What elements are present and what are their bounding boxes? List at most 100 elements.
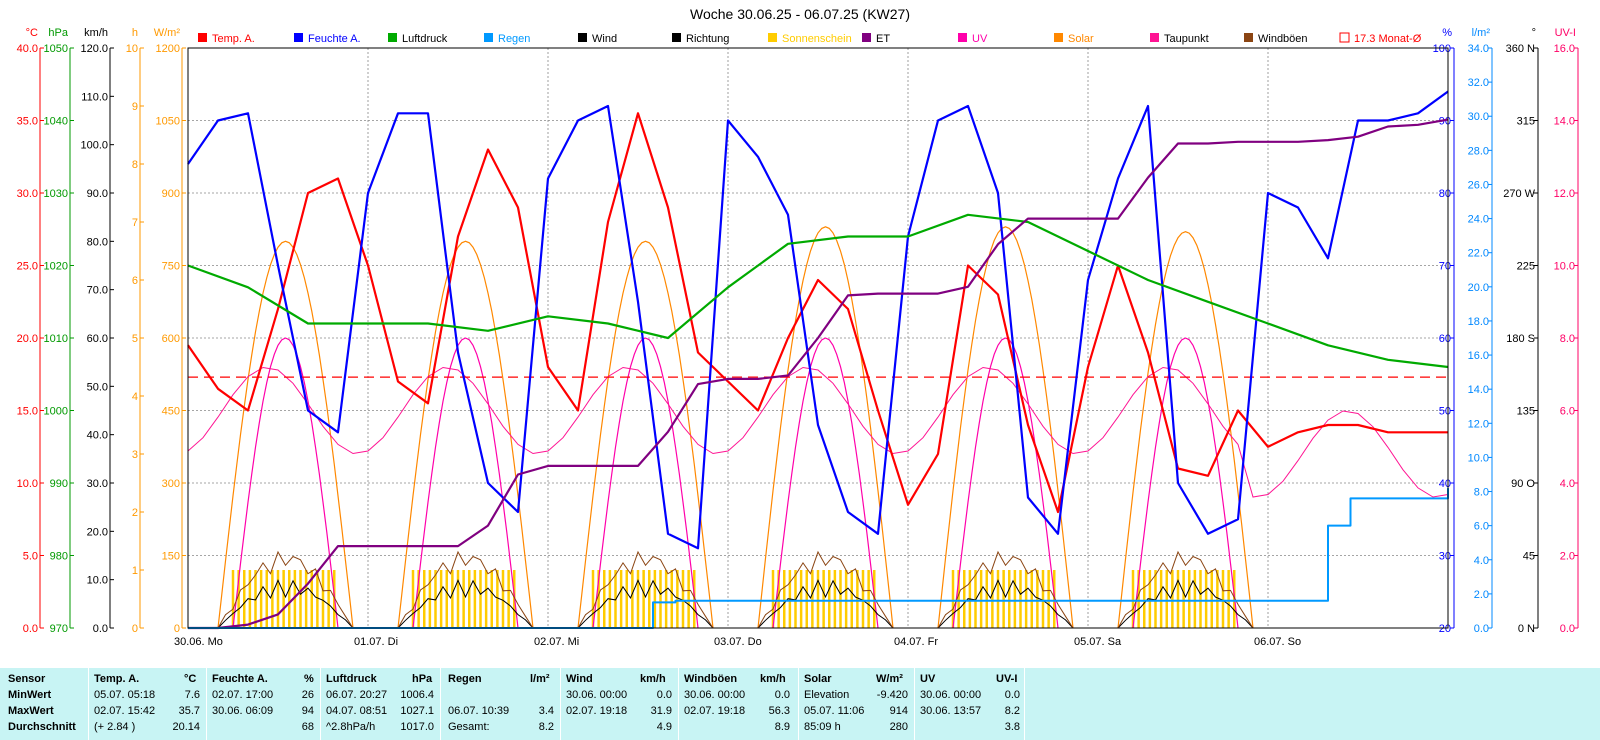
rain-total-label: Gesamt:: [448, 721, 490, 733]
right-tick-label-1-15: 4.0: [1474, 555, 1489, 567]
legend-swatch-9: [1054, 33, 1063, 42]
gust-min: 0.0: [774, 689, 790, 701]
uv-max: 8.2: [1004, 705, 1020, 717]
gust-header: Windböen: [684, 673, 738, 685]
uv-curve-0: [232, 337, 339, 629]
hum-min-ts: 02.07. 17:00: [212, 689, 274, 701]
uv-curve-4: [952, 337, 1059, 629]
right-tick-label-3-3: 10.0: [1554, 261, 1575, 273]
press-min-ts: 06.07. 20:27: [326, 689, 388, 701]
right-tick-label-1-16: 2.0: [1474, 589, 1489, 601]
hum-avg: 68: [301, 721, 314, 733]
legend-label-4: Wind: [592, 33, 617, 45]
right-tick-label-2-0: 360 N: [1506, 43, 1535, 55]
left-tick-label-3-3: 7: [132, 217, 138, 229]
right-tick-label-3-4: 8.0: [1560, 333, 1575, 345]
solar-curve-4: [937, 226, 1074, 629]
left-tick-label-2-6: 60.0: [87, 333, 108, 345]
left-tick-label-4-8: 0: [174, 623, 180, 635]
legend-label-12: 17.3 Monat-Ø: [1354, 33, 1422, 45]
legend-swatch-0: [198, 33, 207, 42]
wind-curve-2: [577, 579, 714, 629]
legend-label-8: UV: [972, 33, 988, 45]
legend-label-6: Sonnenschein: [782, 33, 852, 45]
row-label-max: MaxWert: [8, 705, 54, 717]
legend-swatch-8: [958, 33, 967, 42]
legend-swatch-11: [1244, 33, 1253, 42]
right-tick-label-1-10: 14.0: [1468, 384, 1489, 396]
right-tick-label-3-6: 4.0: [1560, 478, 1575, 490]
row-label-min: MinWert: [8, 689, 52, 701]
right-tick-label-3-2: 12.0: [1554, 188, 1575, 200]
left-tick-label-1-4: 1010: [44, 333, 68, 345]
left-tick-label-1-1: 1040: [44, 116, 68, 128]
x-day-label-5: 05.07. Sa: [1074, 636, 1122, 648]
right-tick-label-1-1: 32.0: [1468, 77, 1489, 89]
left-tick-label-1-3: 1020: [44, 261, 68, 273]
press-max-ts: 04.07. 08:51: [326, 705, 388, 717]
legend-label-3: Regen: [498, 33, 530, 45]
right-tick-label-1-3: 28.0: [1468, 145, 1489, 157]
wind-curve-0: [217, 579, 354, 629]
legend-label-0: Temp. A.: [212, 33, 255, 45]
decorative-traces: [187, 226, 1449, 629]
left-tick-label-3-10: 0: [132, 623, 138, 635]
wind-min-ts: 30.06. 00:00: [566, 689, 628, 701]
wind-curve-5: [1117, 579, 1254, 629]
left-tick-label-1-5: 1000: [44, 406, 68, 418]
left-tick-label-4-6: 300: [162, 478, 180, 490]
right-tick-label-0-6: 40: [1439, 478, 1451, 490]
right-tick-label-3-1: 14.0: [1554, 116, 1575, 128]
right-tick-label-1-5: 24.0: [1468, 214, 1489, 226]
left-tick-label-3-7: 3: [132, 449, 138, 461]
left-tick-label-2-11: 10.0: [87, 575, 108, 587]
gust-curve-2: [577, 550, 714, 629]
uv-max-ts: 30.06. 13:57: [920, 705, 982, 717]
right-tick-label-2-2: 270 W: [1503, 188, 1535, 200]
legend-label-1: Feuchte A.: [308, 33, 361, 45]
left-tick-label-1-6: 990: [50, 478, 68, 490]
right-tick-label-1-6: 22.0: [1468, 248, 1489, 260]
left-axis-unit-4: W/m²: [154, 27, 181, 39]
solar-min: -9.420: [876, 689, 908, 701]
dewpoint-curve: [187, 366, 1449, 498]
legend-swatch-3: [484, 33, 493, 42]
temp-max-ts: 02.07. 15:42: [94, 705, 156, 717]
solar-avg-ts: 85:09 h: [804, 721, 841, 733]
gust-unit: km/h: [760, 673, 786, 685]
left-tick-label-0-3: 25.0: [17, 261, 38, 273]
gust-min-ts: 30.06. 00:00: [684, 689, 746, 701]
legend-swatch-5: [672, 33, 681, 42]
right-tick-label-2-3: 225: [1517, 261, 1535, 273]
left-tick-label-2-12: 0.0: [93, 623, 108, 635]
left-tick-label-2-0: 120.0: [80, 43, 108, 55]
legend-label-9: Solar: [1068, 33, 1094, 45]
temp-header: Temp. A.: [94, 673, 140, 685]
series-line-temp-a-: [187, 112, 1448, 514]
right-axis-unit-1: l/m²: [1472, 27, 1491, 39]
right-axes: %1009080706050403020l/m²34.032.030.028.0…: [1433, 27, 1579, 635]
series-line-luftdruck: [187, 213, 1449, 369]
press-max: 1027.1: [400, 705, 434, 717]
right-tick-label-2-6: 90 O: [1511, 478, 1535, 490]
press-avg: 1017.0: [400, 721, 434, 733]
left-tick-label-3-1: 9: [132, 101, 138, 113]
gust-curve-0: [217, 550, 354, 629]
solar-curve-3: [757, 226, 894, 629]
legend-swatch-6: [768, 33, 777, 42]
uv-curve-2: [592, 337, 699, 629]
left-tick-label-4-2: 900: [162, 188, 180, 200]
left-tick-label-0-5: 15.0: [17, 406, 38, 418]
solar-header: Solar: [804, 673, 832, 685]
wind-min: 0.0: [656, 689, 672, 701]
left-tick-label-2-9: 30.0: [87, 478, 108, 490]
solar-unit: W/m²: [876, 673, 903, 685]
temp-max: 35.7: [178, 705, 200, 717]
right-tick-label-1-11: 12.0: [1468, 418, 1489, 430]
press-min: 1006.4: [400, 689, 434, 701]
left-tick-label-2-1: 110.0: [81, 91, 108, 103]
legend-swatch-1: [294, 33, 303, 42]
uv-curve-5: [1132, 337, 1239, 629]
chart-title: Woche 30.06.25 - 06.07.25 (KW27): [690, 6, 910, 22]
gust-curve-1: [397, 550, 534, 629]
